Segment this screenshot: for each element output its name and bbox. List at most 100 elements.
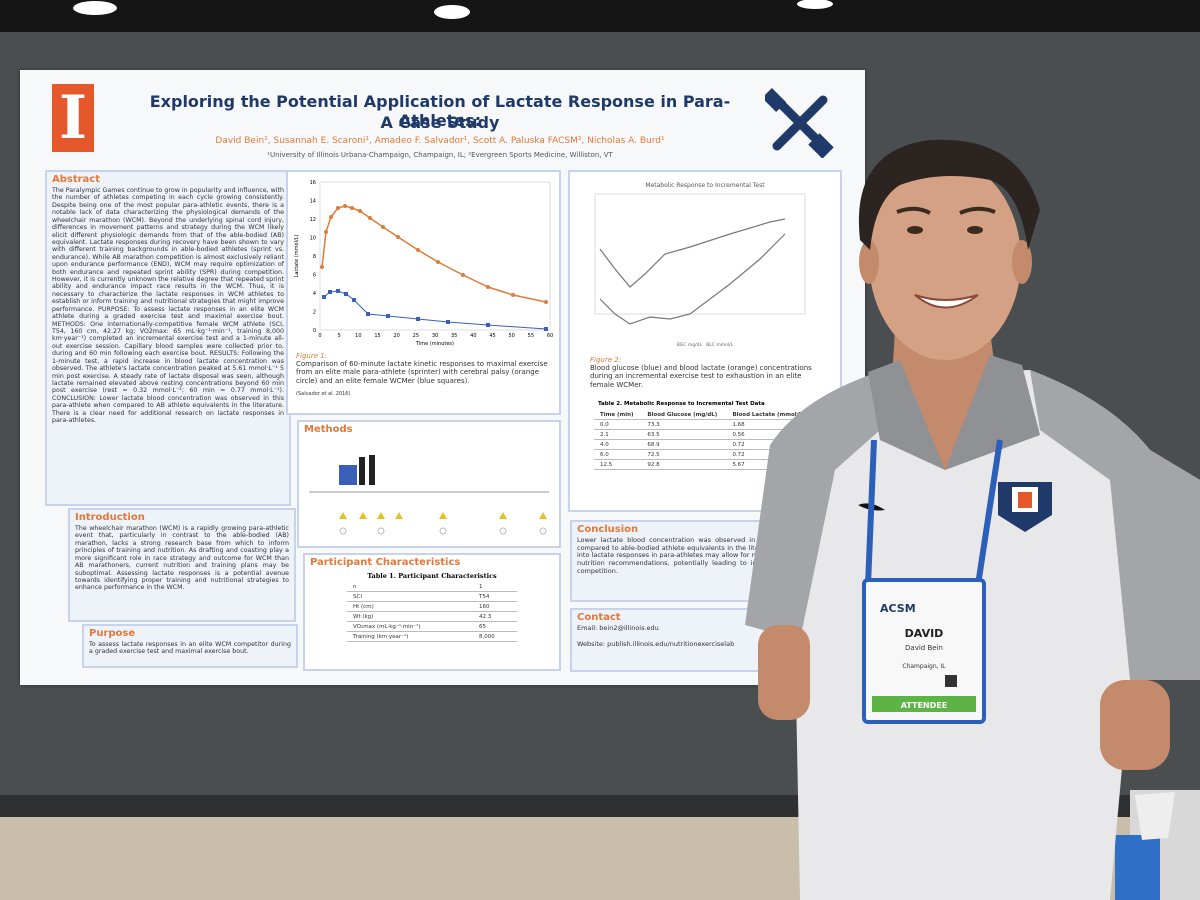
table-cell: 0.56 <box>726 429 814 441</box>
badge-name: DAVID <box>905 627 944 640</box>
figure2-plot <box>594 193 806 325</box>
participant-table: n 1 SCI T54 Ht (cm) 160 Wt (kg) 42.3 VO₂max (mL·… <box>347 582 517 642</box>
smile <box>914 294 979 309</box>
left-arm <box>758 625 810 720</box>
section-heading: Methods <box>304 424 353 435</box>
badge-role-bar <box>872 696 976 712</box>
authors: David Bein¹, Susannah E. Scaroni¹, Amade… <box>215 136 665 146</box>
methods-diagram <box>309 455 549 535</box>
table-title: Table 2. Metabolic Response to Increment… <box>598 401 765 408</box>
table-cell: 160 <box>472 601 517 612</box>
website: Website: publish.illinois.edu/nutritione… <box>577 639 735 648</box>
table-cell: Training (km·year⁻¹) <box>347 631 473 642</box>
badge-location: Champaign, IL <box>902 663 946 670</box>
y-tick-label: 4 <box>313 291 316 297</box>
participants-box: Participant Characteristics Table 1. Par… <box>303 553 561 671</box>
table-cell: 73.3 <box>641 419 727 431</box>
table-cell: 4.0 <box>594 439 642 451</box>
table-cell: 42.3 <box>472 611 517 622</box>
table-row: 0.0 73.3 1.68 <box>594 419 814 431</box>
x-tick-label: 10 <box>355 333 361 339</box>
purpose-box: Purpose To assess lactate responses in a… <box>82 624 298 668</box>
methods-box: Methods <box>297 420 561 548</box>
section-heading: Introduction <box>75 512 145 523</box>
x-tick-label: 30 <box>432 333 438 339</box>
y-tick-label: 14 <box>310 199 316 205</box>
abstract-box: Abstract The Paralympic Games continue t… <box>45 170 291 506</box>
figure-label: Figure 1: <box>296 352 328 360</box>
chart-title: Metabolic Response to Incremental Test <box>645 182 765 189</box>
table-header-cell: Blood Glucose (mg/dL) <box>641 410 727 421</box>
hair <box>858 139 1040 250</box>
purpose-text: To assess lactate responses in an elite … <box>89 641 291 656</box>
table-cell: 8,000 <box>472 631 517 642</box>
bottle <box>1115 835 1160 900</box>
table-cell: VO₂max (mL·kg⁻¹·min⁻¹) <box>347 621 473 632</box>
y-tick-label: 2 <box>313 310 316 316</box>
orange-points <box>320 204 548 304</box>
email: Email: bein2@illinois.edu <box>577 624 659 632</box>
table-cell: Ht (cm) <box>347 601 473 612</box>
y-tick-label: 12 <box>310 217 316 223</box>
logo: I <box>52 84 94 152</box>
section-heading: Conclusion <box>577 524 639 535</box>
x-axis-label: Time (minutes) <box>415 341 454 347</box>
table-cell: 72.5 <box>641 449 727 461</box>
light <box>73 1 117 15</box>
eye <box>907 226 923 234</box>
table-header-row: Time (min) Blood Glucose (mg/dL) Blood Lac… <box>594 410 814 421</box>
shirt-logo-i <box>1018 492 1032 508</box>
table-header-cell: Time (min) <box>594 410 642 421</box>
figure1-box: 0 2 4 6 8 10 12 14 16 0 5 10 15 20 25 30 35 40 45 50 55 60 Tim… <box>286 170 561 415</box>
table-cell: 2.1 <box>594 429 642 441</box>
table-cell: 1.68 <box>726 419 814 431</box>
table-cell: 12.5 <box>594 459 642 471</box>
badge-org: ACSM <box>880 602 916 615</box>
poster-subtitle: A Case Study <box>380 113 500 132</box>
abstract-text: The Paralympic Games continue to grow in… <box>52 187 284 425</box>
right-sleeve <box>1030 370 1200 680</box>
eyebrows <box>896 206 996 215</box>
table-row: VO₂max (mL·kg⁻¹·min⁻¹) 65 <box>347 621 517 632</box>
introduction-text: The wheelchair marathon (WCM) is a rapid… <box>75 525 289 592</box>
table-cell: 65 <box>472 621 517 632</box>
y-tick-label: 10 <box>310 236 316 242</box>
x-tick-label: 60 <box>547 333 553 339</box>
x-tick-label: 45 <box>489 333 495 339</box>
lanyard <box>865 439 877 586</box>
ear <box>1012 240 1032 284</box>
section-heading: Contact <box>577 612 621 623</box>
figure-caption: Blood glucose (blue) and blood lactate (… <box>590 364 812 389</box>
figure-caption: Comparison of 60-minute lactate kinetic … <box>296 360 548 385</box>
x-tick-label: 50 <box>508 333 514 339</box>
table-cell: n <box>347 582 473 592</box>
x-tick-label: 20 <box>393 333 399 339</box>
left-sleeve <box>745 375 880 640</box>
right-arm <box>1100 680 1170 770</box>
icon <box>765 88 834 158</box>
table-cell: 0.0 <box>594 419 642 431</box>
figure1-plot: 0 2 4 6 8 10 12 14 16 0 5 10 15 20 25 30 35 40 45 50 55 60 Tim… <box>294 180 553 347</box>
table-row: 2.1 63.5 0.56 <box>594 429 814 441</box>
table-cell: Wt (kg) <box>347 611 473 622</box>
badge-role: ATTENDEE <box>901 701 947 710</box>
poster: I Exploring the Potential Application of… <box>20 70 865 685</box>
x-tick-label: 25 <box>413 333 419 339</box>
section-heading: Participant Characteristics <box>310 557 461 568</box>
conclusion-box: Conclusion Lower lactate blood concentra… <box>570 520 790 602</box>
table-cell: 6.0 <box>594 449 642 461</box>
table-cell: 92.8 <box>641 459 727 471</box>
badge-full-name: David Bein <box>905 644 943 652</box>
section-heading: Abstract <box>52 174 101 185</box>
blue-points <box>322 289 548 331</box>
y-tick-label: 6 <box>313 273 316 279</box>
section-heading: Purpose <box>89 628 136 639</box>
x-tick-label: 0 <box>318 333 321 339</box>
eye <box>967 226 983 234</box>
table-row: Training (km·year⁻¹) 8,000 <box>347 631 517 642</box>
qr-code <box>945 675 957 687</box>
orange-curve <box>321 205 547 303</box>
plot-area <box>319 181 551 331</box>
x-tick-label: 40 <box>470 333 476 339</box>
